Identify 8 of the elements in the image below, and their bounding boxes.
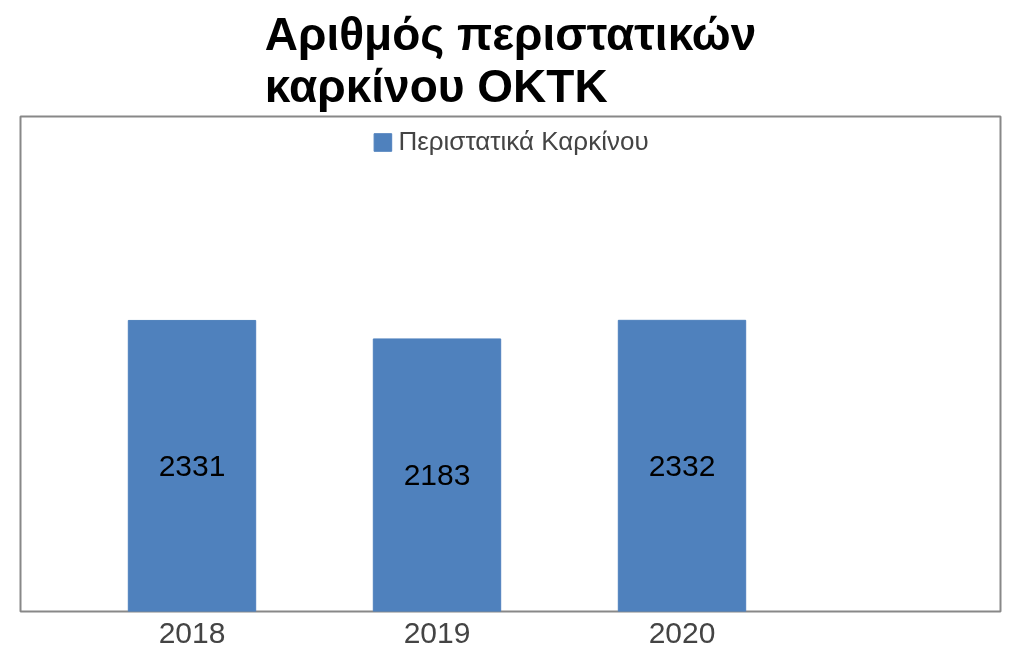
x-tick-label: 2020 <box>648 615 716 649</box>
x-tick-label: 2018 <box>158 615 226 649</box>
legend-label: Περιστατικά Καρκίνου <box>398 126 649 157</box>
data-label: 2332 <box>648 448 716 482</box>
data-label: 2183 <box>403 458 471 492</box>
chart-title: Αριθμός περιστατικών καρκίνου ΟΚΤΚ <box>264 7 757 112</box>
data-label: 2331 <box>158 448 226 482</box>
x-tick-label: 2019 <box>403 615 471 649</box>
